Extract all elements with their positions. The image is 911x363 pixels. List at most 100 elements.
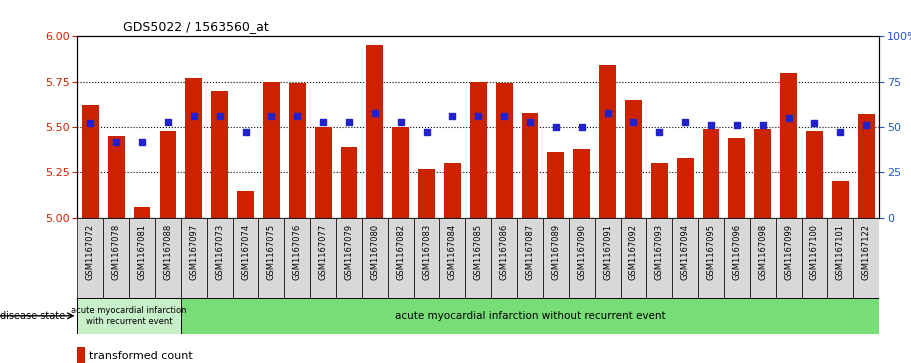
Text: GSM1167073: GSM1167073	[215, 224, 224, 281]
Bar	[439, 218, 466, 298]
Bar	[754, 129, 771, 218]
Bar	[232, 218, 259, 298]
Bar	[155, 218, 181, 298]
Text: GSM1167090: GSM1167090	[578, 224, 586, 280]
Text: disease state: disease state	[0, 311, 65, 321]
Bar	[107, 136, 125, 218]
Bar	[159, 131, 177, 218]
Point	[575, 124, 589, 130]
Bar	[832, 182, 849, 218]
Text: GSM1167080: GSM1167080	[371, 224, 379, 280]
Point	[394, 119, 408, 125]
Bar	[698, 218, 724, 298]
Bar	[207, 218, 232, 298]
Bar	[259, 218, 284, 298]
Text: acute myocardial infarction
with recurrent event: acute myocardial infarction with recurre…	[71, 306, 187, 326]
Point	[160, 119, 175, 125]
Bar	[599, 65, 616, 218]
Text: GSM1167122: GSM1167122	[862, 224, 871, 280]
Bar	[211, 91, 228, 218]
Point	[109, 139, 124, 144]
Bar	[181, 218, 207, 298]
Text: GSM1167095: GSM1167095	[707, 224, 715, 280]
Text: GSM1167086: GSM1167086	[499, 224, 508, 281]
Text: GSM1167099: GSM1167099	[784, 224, 793, 280]
Bar	[284, 218, 310, 298]
Text: GSM1167084: GSM1167084	[448, 224, 457, 280]
Bar	[625, 100, 642, 218]
Point	[83, 121, 97, 126]
Bar	[806, 131, 823, 218]
Bar	[491, 218, 517, 298]
Bar	[650, 163, 668, 218]
Bar	[341, 147, 357, 218]
Bar	[775, 218, 802, 298]
Text: GSM1167091: GSM1167091	[603, 224, 612, 280]
Point	[755, 122, 770, 128]
Text: GSM1167097: GSM1167097	[189, 224, 199, 280]
Point	[678, 119, 692, 125]
Text: GSM1167087: GSM1167087	[526, 224, 535, 281]
Bar	[568, 218, 595, 298]
Text: GSM1167093: GSM1167093	[655, 224, 664, 280]
Point	[703, 122, 718, 128]
Bar	[466, 218, 491, 298]
Point	[419, 130, 434, 135]
Text: GSM1167100: GSM1167100	[810, 224, 819, 280]
Bar	[750, 218, 775, 298]
Bar	[724, 218, 750, 298]
Bar	[134, 207, 150, 218]
Text: GSM1167083: GSM1167083	[422, 224, 431, 281]
Point	[626, 119, 640, 125]
Point	[859, 122, 874, 128]
Bar	[702, 129, 720, 218]
Bar	[366, 45, 384, 218]
Point	[264, 113, 279, 119]
Bar	[77, 218, 103, 298]
Bar	[314, 127, 332, 218]
Text: GSM1167089: GSM1167089	[551, 224, 560, 280]
Point	[471, 113, 486, 119]
Text: GSM1167075: GSM1167075	[267, 224, 276, 280]
Bar	[362, 218, 388, 298]
Point	[187, 113, 201, 119]
Point	[290, 113, 304, 119]
Bar	[595, 218, 620, 298]
Text: GSM1167082: GSM1167082	[396, 224, 405, 280]
Bar	[310, 218, 336, 298]
Bar	[388, 218, 414, 298]
Point	[833, 130, 847, 135]
Text: GSM1167074: GSM1167074	[241, 224, 250, 280]
Bar	[802, 218, 827, 298]
Bar	[854, 218, 879, 298]
Bar	[237, 191, 254, 218]
Point	[239, 130, 253, 135]
Bar	[620, 218, 647, 298]
Point	[496, 113, 511, 119]
Bar	[103, 218, 129, 298]
Point	[523, 119, 537, 125]
Bar	[414, 218, 439, 298]
Bar	[729, 138, 745, 218]
Bar	[517, 218, 543, 298]
Point	[135, 139, 149, 144]
Bar	[77, 347, 86, 363]
Bar	[186, 78, 202, 218]
Text: GSM1167088: GSM1167088	[163, 224, 172, 281]
Bar	[418, 169, 435, 218]
Bar	[672, 218, 698, 298]
Text: GSM1167076: GSM1167076	[292, 224, 302, 281]
Bar	[444, 163, 461, 218]
Text: GSM1167098: GSM1167098	[758, 224, 767, 280]
Bar	[82, 105, 98, 218]
Text: transformed count: transformed count	[89, 351, 193, 361]
Text: GSM1167078: GSM1167078	[112, 224, 121, 281]
Text: GSM1167085: GSM1167085	[474, 224, 483, 280]
Text: GSM1167096: GSM1167096	[732, 224, 742, 280]
Text: GSM1167101: GSM1167101	[835, 224, 844, 280]
Bar	[393, 127, 409, 218]
Bar	[573, 149, 590, 218]
Point	[316, 119, 331, 125]
Bar	[289, 83, 306, 218]
Bar	[858, 114, 875, 218]
